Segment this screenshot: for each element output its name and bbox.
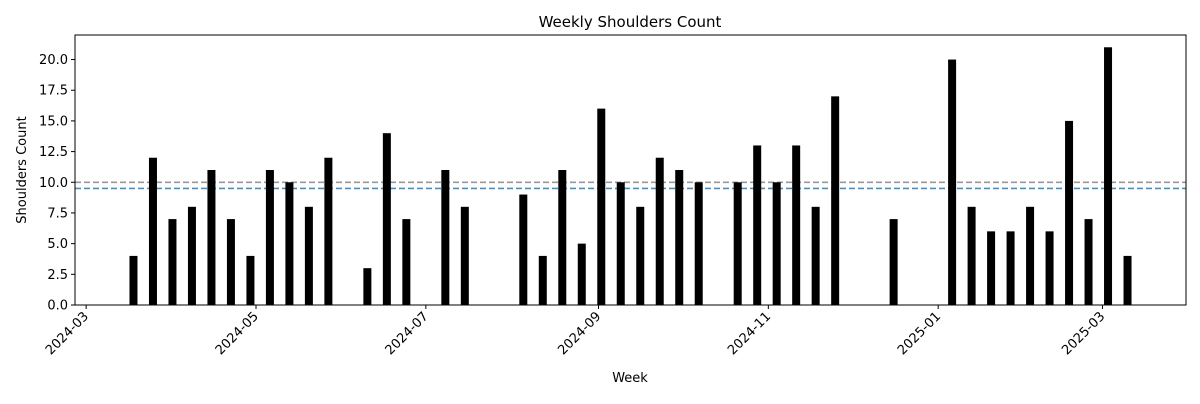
bar bbox=[538, 255, 547, 305]
bar bbox=[441, 170, 450, 305]
reference-lines bbox=[75, 181, 1186, 190]
bar bbox=[402, 219, 411, 305]
bar bbox=[129, 255, 138, 305]
bar bbox=[1006, 231, 1015, 305]
bar bbox=[1065, 120, 1074, 305]
bar bbox=[187, 206, 196, 305]
x-tick-label: 2024-05 bbox=[213, 309, 262, 358]
bar bbox=[811, 206, 820, 305]
y-tick-label: 12.5 bbox=[39, 145, 68, 160]
y-tick-label: 7.5 bbox=[47, 206, 68, 221]
x-tick-label: 2024-07 bbox=[383, 309, 432, 358]
bar bbox=[1123, 255, 1132, 305]
bar bbox=[285, 182, 294, 305]
bar bbox=[577, 243, 586, 305]
x-tick-label: 2025-03 bbox=[1059, 309, 1108, 358]
bar bbox=[772, 182, 781, 305]
y-tick-label: 15.0 bbox=[39, 114, 68, 129]
bar bbox=[519, 194, 528, 305]
x-tick-label: 2025-01 bbox=[895, 309, 944, 358]
y-tick-label: 0.0 bbox=[47, 299, 68, 314]
bar bbox=[616, 182, 625, 305]
bar bbox=[207, 170, 216, 305]
bar bbox=[1045, 231, 1054, 305]
y-axis-label: Shoulders Count bbox=[15, 116, 30, 223]
bars-group bbox=[129, 47, 1132, 306]
bar bbox=[889, 219, 898, 305]
bar bbox=[226, 219, 235, 305]
bar bbox=[265, 170, 274, 305]
bar bbox=[987, 231, 996, 305]
bar bbox=[324, 157, 333, 305]
bar bbox=[148, 157, 157, 305]
chart-title: Weekly Shoulders Count bbox=[539, 13, 722, 31]
x-tick-label: 2024-11 bbox=[725, 309, 774, 358]
bar bbox=[636, 206, 645, 305]
bar bbox=[1104, 47, 1113, 305]
bar bbox=[831, 96, 840, 305]
bar bbox=[655, 157, 664, 305]
y-tick-label: 5.0 bbox=[47, 237, 68, 252]
bar bbox=[363, 268, 372, 305]
plot-frame bbox=[74, 34, 1187, 306]
bar bbox=[675, 170, 684, 305]
bar bbox=[246, 255, 255, 305]
x-axis-label: Week bbox=[612, 371, 648, 386]
bar bbox=[753, 145, 762, 305]
bar bbox=[382, 133, 391, 305]
y-axis: 0.0 2.5 5.0 7.5 10.0 12.5 15.0 17.5 20.0 bbox=[39, 53, 75, 314]
bar bbox=[1026, 206, 1035, 305]
x-axis: 2024-03 2024-05 2024-07 2024-09 2024-11 2025-… bbox=[43, 305, 1108, 358]
x-tick-label: 2024-09 bbox=[555, 309, 604, 358]
bar bbox=[460, 206, 469, 305]
bar bbox=[967, 206, 976, 305]
bar bbox=[558, 170, 567, 305]
x-tick-label: 2024-03 bbox=[43, 309, 92, 358]
bar bbox=[1084, 219, 1093, 305]
y-tick-label: 17.5 bbox=[39, 84, 68, 99]
bar bbox=[597, 108, 606, 306]
y-tick-label: 10.0 bbox=[39, 176, 68, 191]
bar bbox=[168, 219, 177, 305]
bar bbox=[304, 206, 313, 305]
bar bbox=[792, 145, 801, 305]
bar bbox=[733, 182, 742, 305]
y-tick-label: 20.0 bbox=[39, 53, 68, 68]
bar bbox=[948, 59, 957, 305]
bar bbox=[694, 182, 703, 305]
y-tick-label: 2.5 bbox=[47, 268, 68, 283]
